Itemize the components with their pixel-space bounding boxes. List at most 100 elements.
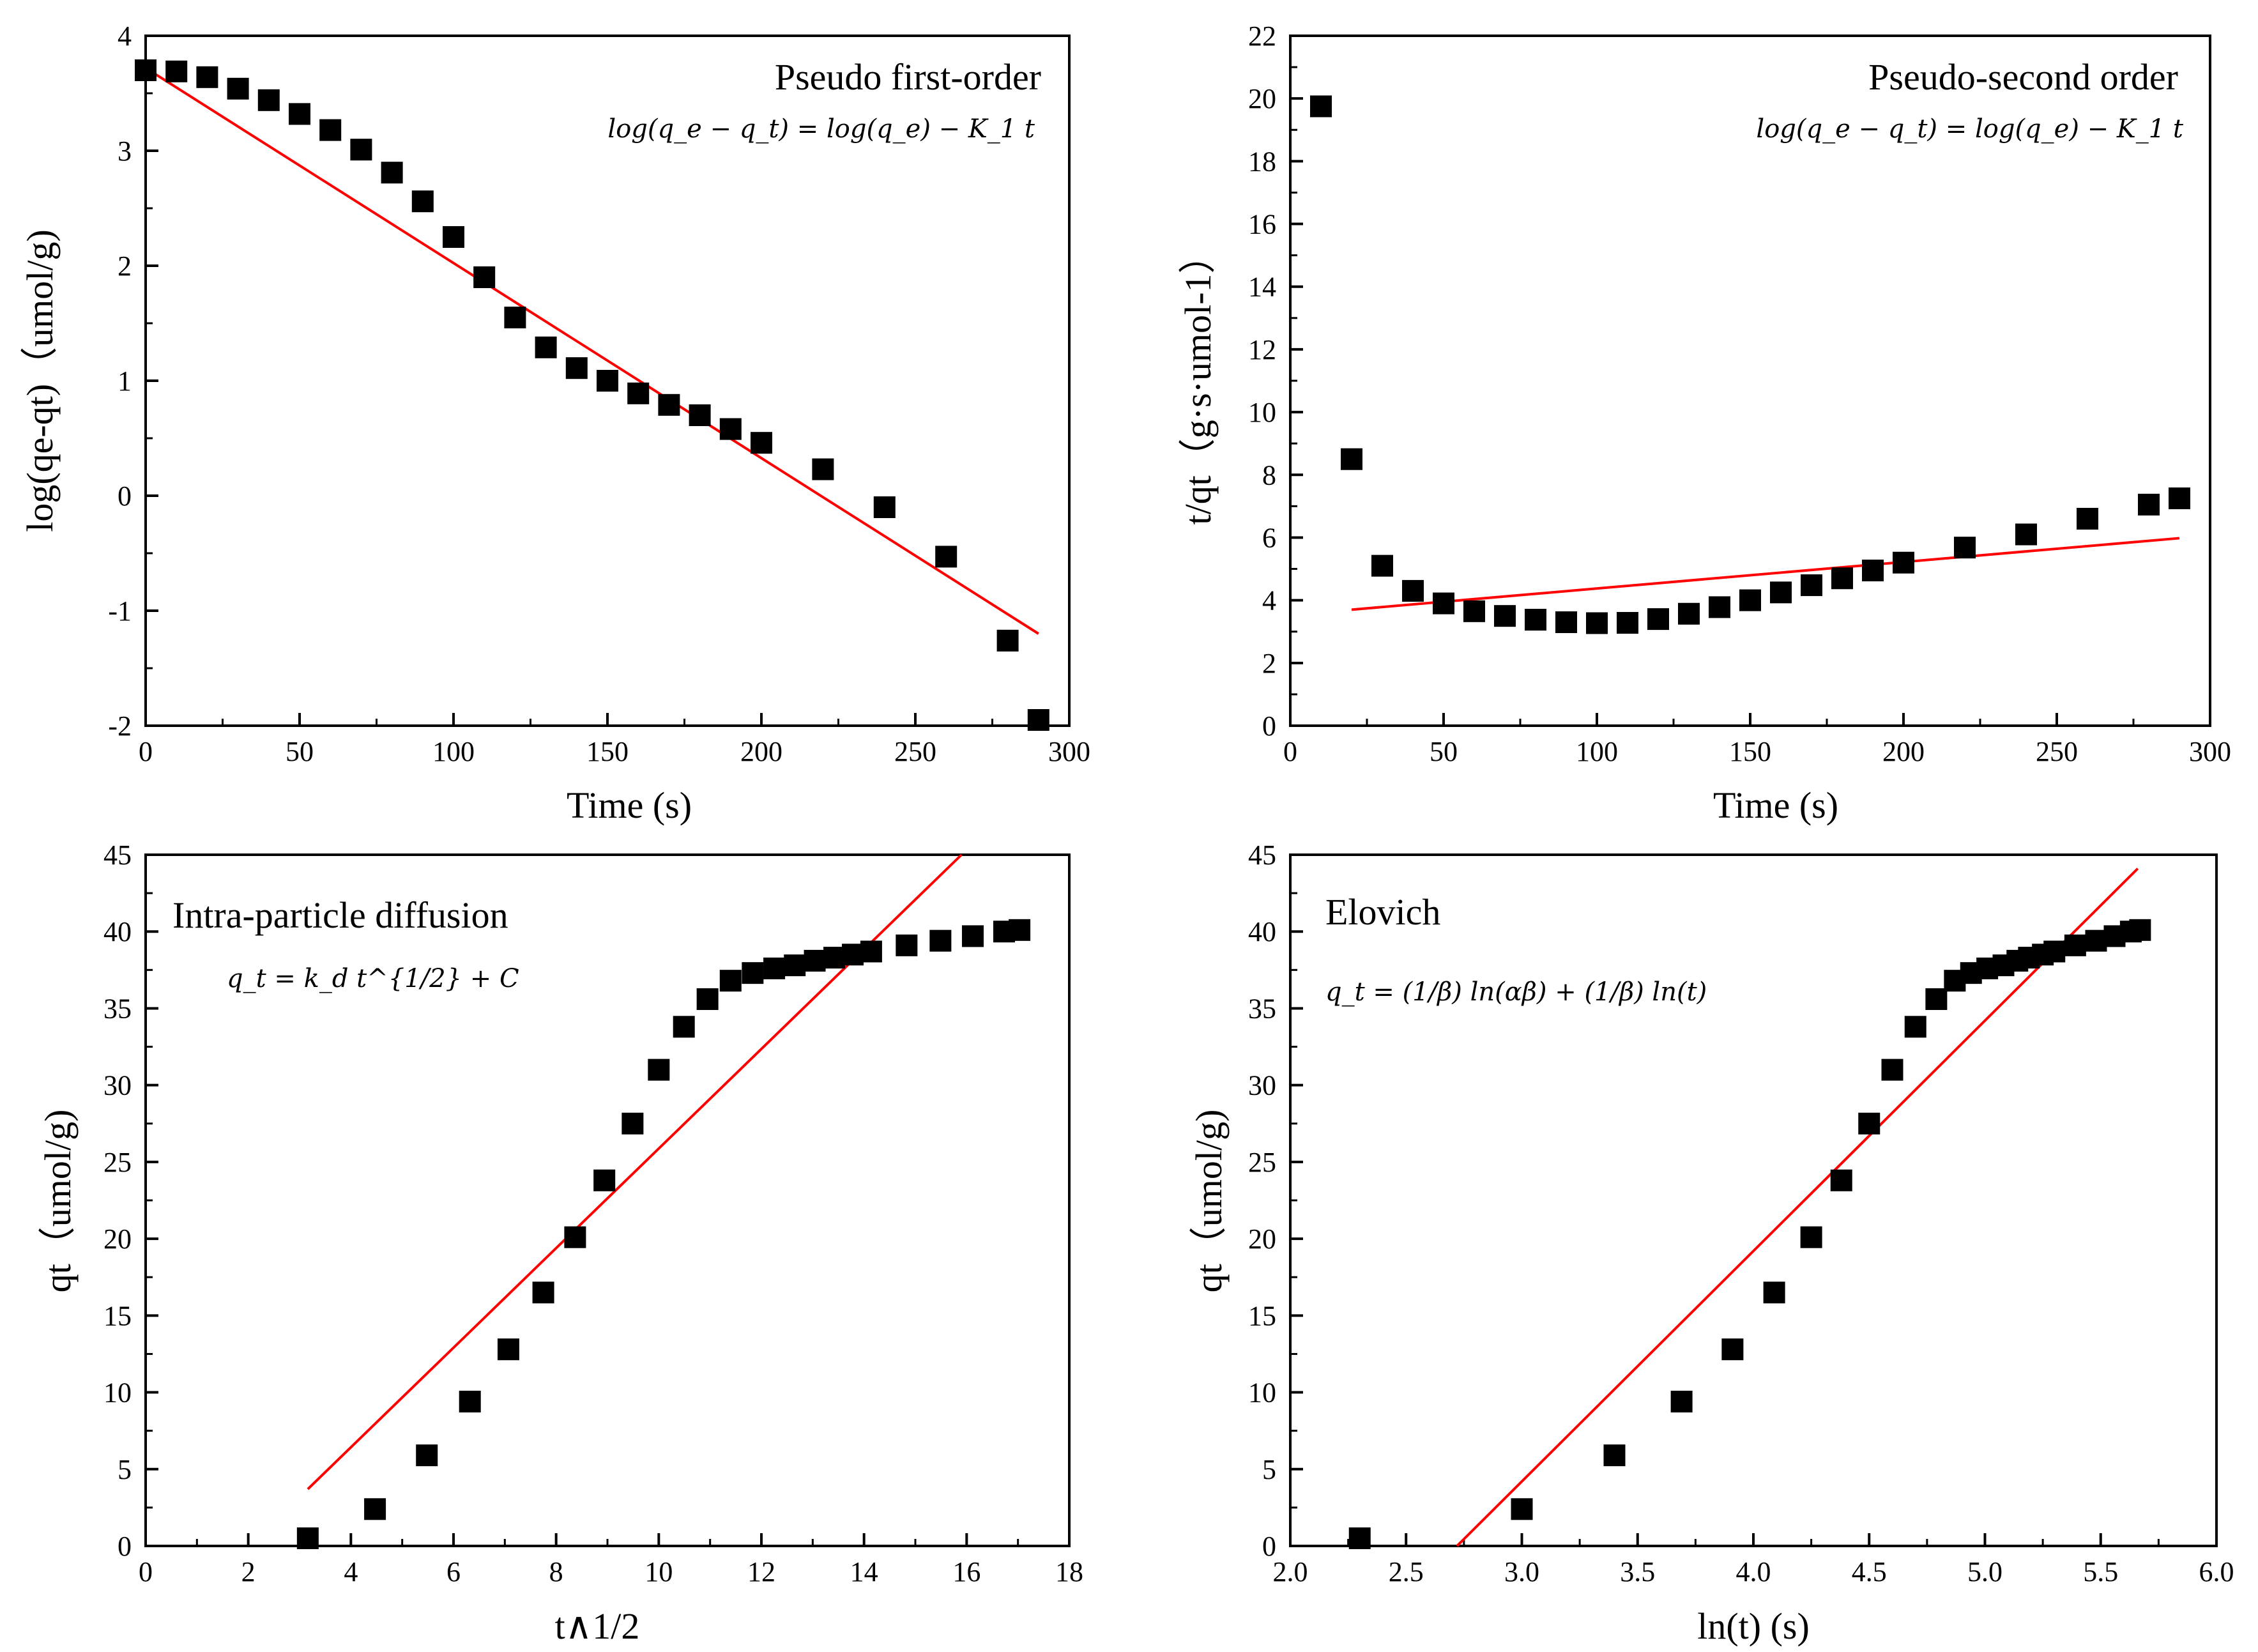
data-point <box>841 944 864 966</box>
y-tick-label: 2 <box>1262 648 1276 679</box>
data-point <box>257 89 280 111</box>
data-point <box>532 1281 554 1304</box>
y-tick-label: 35 <box>1248 993 1276 1024</box>
data-point <box>504 307 526 328</box>
data-point <box>1800 1226 1822 1248</box>
data-point <box>804 949 826 972</box>
data-point <box>2043 940 2066 963</box>
data-point <box>1678 602 1700 625</box>
data-point <box>627 382 650 404</box>
axis-ticks <box>144 34 1071 727</box>
data-point <box>1348 1527 1371 1549</box>
x-tick-label: 3.5 <box>1620 1556 1655 1587</box>
y-tick-label: 10 <box>1248 397 1276 428</box>
data-point <box>1770 581 1792 604</box>
data-point <box>961 925 984 947</box>
y-tick-label: 15 <box>103 1300 132 1331</box>
x-tick-label: 12 <box>747 1556 775 1587</box>
x-tick-label: 4 <box>344 1556 358 1587</box>
y-tick-label: 4 <box>1262 585 1276 616</box>
x-tick-label: 5.0 <box>1967 1556 2002 1587</box>
data-point <box>1511 1498 1533 1520</box>
data-point <box>2015 523 2037 546</box>
y-tick-label: 10 <box>103 1377 132 1409</box>
data-point <box>2129 919 2151 941</box>
x-tick-label: 2.5 <box>1389 1556 1424 1587</box>
x-tick-label: 6 <box>446 1556 461 1587</box>
y-tick-label: 14 <box>1248 272 1276 303</box>
data-point <box>350 139 372 161</box>
equation: log(q_e − q_t) = log(q_e) − K_1 t <box>1756 114 2184 144</box>
x-tick-label: 6.0 <box>2199 1556 2234 1587</box>
data-point <box>411 190 434 213</box>
y-tick-label: 8 <box>1262 459 1276 491</box>
data-point <box>812 458 834 480</box>
y-tick-label: 0 <box>118 1531 132 1562</box>
data-point <box>1433 592 1454 615</box>
data-point <box>1402 579 1424 602</box>
data-markers <box>1310 95 2190 634</box>
x-tick-label: 14 <box>850 1556 878 1587</box>
x-tick-label: 300 <box>1048 736 1090 767</box>
data-point <box>443 226 464 248</box>
data-point <box>751 432 772 454</box>
data-point <box>1893 551 1914 574</box>
x-tick-label: 300 <box>2189 736 2231 767</box>
data-point <box>1739 589 1761 611</box>
x-tick-label: 250 <box>894 736 936 767</box>
data-point <box>742 962 764 984</box>
y-axis-title: qt（umol/g) <box>37 1110 79 1293</box>
data-point <box>593 1169 616 1191</box>
data-point <box>1670 1390 1693 1412</box>
y-tick-label: 25 <box>1248 1147 1276 1178</box>
data-point <box>673 1016 695 1038</box>
data-point <box>2138 493 2160 516</box>
y-tick-label: 22 <box>1248 20 1276 52</box>
y-tick-labels: 0 2 4 6 8 10 12 14 16 18 20 22 <box>1248 20 1276 742</box>
x-tick-label: 150 <box>586 736 629 767</box>
y-tick-label: 15 <box>1248 1300 1276 1331</box>
panel-pseudo-first-order: 0 50 100 150 200 250 300 -2 -1 0 1 2 3 4 Pseudo firs… <box>19 20 1090 826</box>
y-tick-label: -2 <box>108 710 132 742</box>
y-tick-label: 40 <box>103 916 132 947</box>
data-point <box>319 119 342 141</box>
data-point <box>1603 1444 1626 1467</box>
panel-intra-particle-diffusion: 0 2 4 6 8 10 12 14 16 18 0 5 10 15 20 25 30 35 40 45 Intra… <box>37 839 1083 1647</box>
y-axis-title: qt（umol/g) <box>1188 1110 1230 1293</box>
x-axis-title: Time (s) <box>1713 784 1838 826</box>
equation: q_t = k_d t^{1/2} + C <box>227 964 519 993</box>
y-tick-label: 45 <box>103 839 132 871</box>
data-point <box>1371 554 1393 577</box>
data-markers <box>1348 919 2151 1549</box>
y-tick-labels: 0 5 10 15 20 25 30 35 40 45 <box>1248 839 1276 1562</box>
data-point <box>784 954 806 977</box>
y-tick-label: 40 <box>1248 916 1276 947</box>
panel-title: Pseudo-second order <box>1868 56 2178 98</box>
plot-frame <box>144 853 1071 1547</box>
data-point <box>1310 95 1332 118</box>
data-point <box>597 370 618 392</box>
data-point <box>381 162 403 184</box>
data-point <box>565 357 588 379</box>
x-tick-label: 8 <box>549 1556 563 1587</box>
axis-ticks <box>1289 853 2218 1547</box>
y-tick-label: 4 <box>118 20 132 52</box>
data-point <box>1881 1059 1903 1081</box>
data-point <box>1525 609 1546 631</box>
y-tick-label: 20 <box>103 1223 132 1255</box>
data-point <box>1463 600 1485 622</box>
data-point <box>296 1527 319 1549</box>
plot-frame <box>1289 853 2218 1547</box>
x-tick-label: 100 <box>432 736 475 767</box>
x-tick-label: 50 <box>286 736 314 767</box>
y-axis-title: t/qt（g·s·umol-1） <box>1177 236 1219 524</box>
y-tick-label: 30 <box>103 1070 132 1101</box>
x-tick-label: 2.0 <box>1273 1556 1308 1587</box>
x-tick-label: 0 <box>139 1556 153 1587</box>
panel-title: Elovich <box>1325 891 1440 933</box>
x-tick-label: 0 <box>139 736 153 767</box>
data-point <box>1862 560 1884 581</box>
y-tick-label: 18 <box>1248 146 1276 177</box>
data-point <box>896 934 918 956</box>
